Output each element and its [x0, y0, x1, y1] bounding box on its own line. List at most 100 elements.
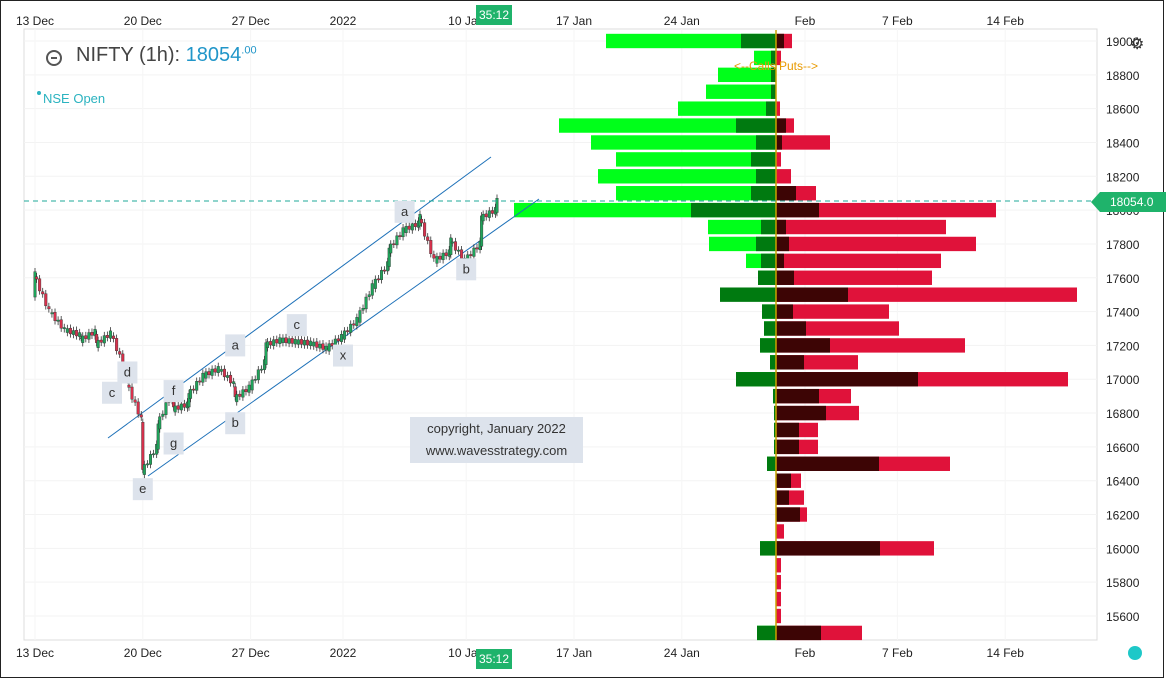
candle-body — [142, 464, 146, 475]
search-icon[interactable] — [46, 50, 62, 66]
candle-body — [423, 222, 427, 237]
candle-body — [429, 240, 433, 254]
status-dot-icon[interactable] — [1128, 646, 1142, 660]
put-change-bar — [776, 541, 880, 556]
y-tick-label: 16800 — [1106, 407, 1140, 421]
watermark: copyright, January 2022 www.wavesstrateg… — [410, 417, 583, 463]
put-change-bar — [776, 270, 794, 285]
put-oi-bar — [776, 101, 780, 116]
put-change-bar — [776, 372, 918, 387]
candle-body — [481, 213, 485, 222]
candle-body — [176, 405, 180, 410]
candle-body — [407, 225, 411, 230]
candle-body — [355, 317, 359, 326]
candle-body — [346, 330, 350, 333]
call-change-bar — [691, 202, 776, 218]
candle-body — [108, 330, 112, 339]
put-oi-bar — [776, 219, 946, 235]
wave-label-box — [117, 361, 138, 384]
candle-body — [192, 388, 196, 391]
put-change-bar — [776, 186, 796, 201]
candle-body — [47, 306, 51, 310]
candle-body — [472, 247, 476, 257]
candle-body — [392, 243, 396, 246]
x-tick-label-bottom: 27 Dec — [232, 646, 270, 660]
candle-body — [127, 384, 131, 388]
candle-body — [318, 343, 322, 349]
put-oi-bar — [776, 253, 941, 269]
x-tick-label-top: 13 Dec — [16, 14, 54, 28]
x-tick-label-top: 20 Dec — [124, 14, 162, 28]
wave-label-box — [163, 432, 184, 455]
y-tick-label: 18600 — [1106, 103, 1140, 117]
candle-body — [148, 454, 152, 465]
call-change-bar — [761, 253, 776, 269]
call-oi-bar — [616, 152, 776, 167]
candle-body — [438, 255, 442, 260]
wave-label: b — [463, 261, 470, 276]
candle-body — [370, 283, 374, 296]
candle-body — [401, 227, 405, 238]
time-tag-bottom: 35:12 — [476, 649, 512, 669]
x-tick-label-bottom: 7 Feb — [882, 646, 913, 660]
candle-body — [272, 339, 276, 346]
candle-body — [469, 254, 473, 256]
put-change-bar — [776, 202, 819, 218]
candle-body — [152, 453, 156, 456]
candle-body — [367, 294, 371, 297]
candle-body — [75, 329, 79, 337]
candle-body — [145, 463, 149, 466]
candle-body — [410, 223, 414, 231]
candle-body — [380, 270, 384, 280]
put-oi-bar — [776, 558, 781, 573]
candle-body — [420, 219, 424, 224]
y-tick-label: 18400 — [1106, 136, 1140, 150]
x-tick-label-top: 7 Feb — [882, 14, 913, 28]
call-change-bar — [774, 422, 776, 438]
chart-title: NIFTY (1h): 18054.00 — [44, 44, 257, 67]
wave-label-box — [163, 380, 184, 403]
call-change-bar — [767, 456, 776, 471]
candle-body — [413, 223, 417, 227]
put-change-bar — [776, 355, 804, 370]
candle-body — [490, 210, 494, 214]
candle-body — [312, 341, 316, 347]
call-change-bar — [756, 135, 776, 150]
candle-body — [387, 247, 391, 267]
call-oi-bar — [678, 101, 776, 116]
put-change-bar — [776, 456, 879, 471]
watermark-line2: www.wavesstrategy.com — [425, 443, 568, 458]
gear-icon[interactable]: ⚙ — [1130, 36, 1145, 53]
candle-body — [182, 403, 186, 408]
candle-body — [198, 380, 202, 383]
candle-body — [219, 369, 223, 372]
put-change-bar — [776, 473, 791, 488]
candle-body — [264, 342, 268, 365]
candle-body — [201, 372, 205, 383]
put-change-bar — [776, 338, 830, 353]
candle-body — [324, 345, 328, 351]
y-tick-label: 16400 — [1106, 475, 1140, 489]
candle-body — [41, 291, 45, 295]
candle-body — [87, 332, 91, 340]
put-oi-bar — [776, 321, 899, 336]
candle-body — [460, 249, 464, 259]
y-tick-label: 19000 — [1106, 35, 1140, 49]
call-change-bar — [774, 405, 776, 421]
candle-body — [50, 312, 54, 315]
session-label: NSE Open — [37, 91, 105, 106]
candle-body — [457, 249, 461, 252]
candle-body — [241, 389, 245, 398]
candle-body — [389, 243, 393, 254]
candle-body — [161, 413, 165, 417]
put-change-bar — [776, 507, 800, 522]
candle-body — [336, 338, 340, 342]
candle-body — [33, 271, 37, 298]
candle-body — [306, 339, 310, 346]
call-oi-bar — [559, 118, 776, 133]
wave-label-box — [286, 314, 307, 337]
candle-body — [432, 254, 436, 259]
candle-body — [179, 403, 183, 411]
price-tag: 18054.0 — [1091, 192, 1166, 212]
